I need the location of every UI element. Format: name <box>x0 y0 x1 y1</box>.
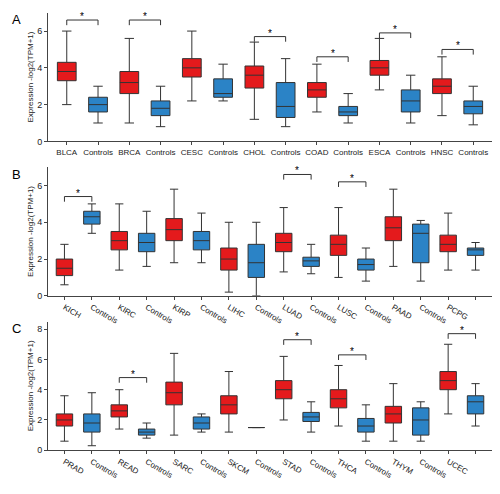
svg-text:Controls: Controls <box>418 303 448 326</box>
svg-text:Controls: Controls <box>308 457 338 480</box>
svg-text:*: * <box>456 40 460 51</box>
svg-text:8: 8 <box>37 324 42 334</box>
svg-text:Expression -log2(TPM+1): Expression -log2(TPM+1) <box>26 340 35 431</box>
svg-text:LUSC: LUSC <box>336 303 359 322</box>
svg-text:0: 0 <box>37 137 42 147</box>
svg-text:Controls: Controls <box>144 303 174 326</box>
svg-text:Controls: Controls <box>146 148 176 157</box>
svg-text:BLCA: BLCA <box>56 148 78 157</box>
svg-text:PRAD: PRAD <box>61 457 85 476</box>
svg-text:KICH: KICH <box>61 303 82 320</box>
svg-text:CESC: CESC <box>181 148 203 157</box>
svg-text:0: 0 <box>37 445 42 455</box>
svg-text:Controls: Controls <box>83 148 113 157</box>
svg-text:ESCA: ESCA <box>369 148 391 157</box>
svg-text:6: 6 <box>37 26 42 36</box>
svg-text:SARC: SARC <box>171 457 195 476</box>
svg-text:*: * <box>268 28 272 39</box>
svg-text:Controls: Controls <box>89 457 119 480</box>
svg-text:SKCM: SKCM <box>226 457 251 477</box>
svg-text:C: C <box>12 321 21 336</box>
svg-text:*: * <box>76 188 80 199</box>
svg-text:THCA: THCA <box>336 457 360 476</box>
svg-text:B: B <box>12 167 21 182</box>
svg-text:KIRC: KIRC <box>116 303 137 320</box>
svg-text:Controls: Controls <box>198 303 228 326</box>
svg-text:Controls: Controls <box>396 148 426 157</box>
svg-text:Controls: Controls <box>363 303 393 326</box>
svg-text:COAD: COAD <box>305 148 328 157</box>
svg-text:2: 2 <box>37 254 42 264</box>
svg-text:*: * <box>460 325 464 336</box>
svg-text:Controls: Controls <box>333 148 363 157</box>
svg-text:Controls: Controls <box>198 457 228 480</box>
svg-text:2: 2 <box>37 100 42 110</box>
svg-text:Controls: Controls <box>271 148 301 157</box>
svg-text:BRCA: BRCA <box>118 148 141 157</box>
svg-text:6: 6 <box>37 355 42 365</box>
svg-text:CHOL: CHOL <box>243 148 266 157</box>
svg-text:4: 4 <box>37 385 42 395</box>
svg-text:*: * <box>350 346 354 357</box>
svg-text:6: 6 <box>37 181 42 191</box>
svg-text:*: * <box>295 331 299 342</box>
svg-text:4: 4 <box>37 63 42 73</box>
svg-text:*: * <box>393 24 397 35</box>
svg-text:Controls: Controls <box>253 303 283 326</box>
svg-text:Expression -log2(TPM+1): Expression -log2(TPM+1) <box>26 31 35 122</box>
svg-text:KIRP: KIRP <box>171 303 192 320</box>
svg-text:Expression -log2(TPM+1): Expression -log2(TPM+1) <box>26 186 35 277</box>
svg-text:READ: READ <box>116 457 140 476</box>
svg-text:0: 0 <box>37 291 42 301</box>
svg-text:PAAD: PAAD <box>390 303 413 322</box>
svg-text:UCEC: UCEC <box>445 457 469 476</box>
svg-text:PCPG: PCPG <box>445 303 469 322</box>
svg-text:*: * <box>143 11 147 22</box>
svg-text:THYM: THYM <box>390 457 414 476</box>
svg-text:HNSC: HNSC <box>431 148 454 157</box>
svg-text:2: 2 <box>37 415 42 425</box>
svg-text:*: * <box>131 369 135 380</box>
svg-text:Controls: Controls <box>144 457 174 480</box>
svg-text:Controls: Controls <box>308 303 338 326</box>
svg-text:Controls: Controls <box>208 148 238 157</box>
svg-text:LUAD: LUAD <box>281 303 304 322</box>
svg-text:4: 4 <box>37 217 42 227</box>
svg-text:STAD: STAD <box>281 457 304 475</box>
svg-text:A: A <box>12 12 21 27</box>
svg-text:*: * <box>295 165 299 176</box>
svg-text:*: * <box>331 48 335 59</box>
svg-text:Controls: Controls <box>253 457 283 480</box>
svg-text:Controls: Controls <box>363 457 393 480</box>
svg-text:*: * <box>350 173 354 184</box>
svg-text:Controls: Controls <box>89 303 119 326</box>
svg-text:Controls: Controls <box>418 457 448 480</box>
svg-text:LIHC: LIHC <box>226 303 246 320</box>
svg-text:Controls: Controls <box>458 148 488 157</box>
svg-text:*: * <box>80 11 84 22</box>
